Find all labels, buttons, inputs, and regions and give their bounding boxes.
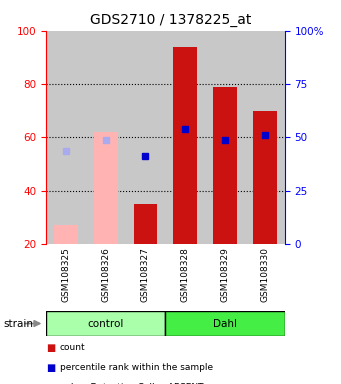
Text: GSM108327: GSM108327 (141, 247, 150, 302)
Bar (205, 31, 245, 244)
Bar (245, 31, 285, 244)
Bar (134, 204, 158, 244)
Bar (46, 311, 165, 336)
Text: percentile rank within the sample: percentile rank within the sample (60, 363, 213, 372)
Text: ■: ■ (46, 363, 55, 373)
Bar (165, 31, 205, 244)
Text: ■: ■ (46, 383, 55, 384)
Text: value, Detection Call = ABSENT: value, Detection Call = ABSENT (60, 383, 203, 384)
Bar (253, 111, 277, 244)
Text: Dahl: Dahl (213, 318, 237, 329)
Text: GSM108325: GSM108325 (61, 247, 71, 302)
Text: ■: ■ (46, 343, 55, 353)
Text: control: control (88, 318, 124, 329)
Bar (173, 47, 197, 244)
Text: strain: strain (3, 318, 33, 329)
Text: GDS2710 / 1378225_at: GDS2710 / 1378225_at (90, 13, 251, 27)
Text: count: count (60, 343, 85, 353)
Bar (86, 31, 125, 244)
Bar (165, 311, 285, 336)
Text: GSM108329: GSM108329 (221, 247, 229, 302)
Bar (54, 225, 78, 244)
Bar (125, 31, 165, 244)
Bar (213, 87, 237, 244)
Bar (94, 132, 118, 244)
Text: GSM108326: GSM108326 (101, 247, 110, 302)
Bar (46, 31, 86, 244)
Text: GSM108328: GSM108328 (181, 247, 190, 302)
Text: GSM108330: GSM108330 (260, 247, 269, 302)
